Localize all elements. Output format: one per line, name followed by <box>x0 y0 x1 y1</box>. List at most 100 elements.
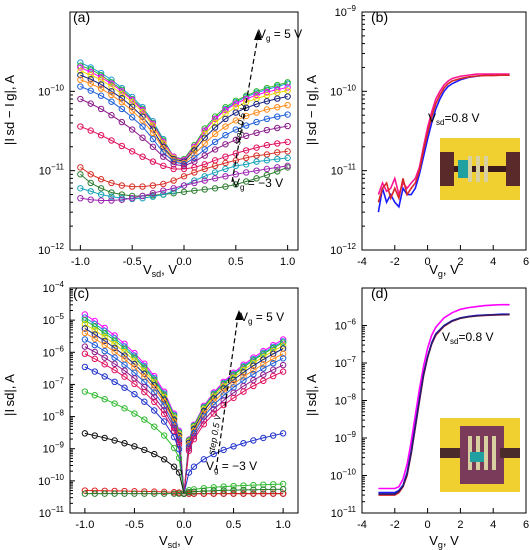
a-series-9-point <box>180 173 188 180</box>
c-series-8-point <box>160 410 168 418</box>
a-series-4-point <box>253 100 260 108</box>
c-series-13-point <box>151 490 158 497</box>
c-series-13-point <box>240 486 247 494</box>
panel-a-step-arrow <box>231 35 259 183</box>
a-series-11-point <box>97 191 105 198</box>
x-tick-label: -4 <box>357 519 367 531</box>
x-tick-label: -0.5 <box>125 519 144 531</box>
a-series-8-point <box>77 123 84 130</box>
a-series-8-point <box>263 141 271 149</box>
c-series-5-point <box>230 380 237 388</box>
panel-d-xlabel: Vg, V <box>429 533 459 550</box>
x-tick-label: -2 <box>390 256 400 268</box>
a-series-5-point <box>263 106 271 113</box>
a-series-8-point <box>118 142 126 150</box>
c-series-11-point <box>175 469 183 476</box>
a-series-9-point <box>211 162 219 170</box>
a-series-8-point <box>170 165 177 173</box>
c-series-13-point <box>121 490 128 497</box>
c-series-11-point <box>81 430 89 437</box>
c-series-2-point <box>121 345 128 352</box>
a-series-12-point <box>253 167 260 174</box>
a-series-10-point <box>87 179 94 187</box>
panel-d: -4 -2 0 2 4 6 10−11 10−10 10−9 10−8 10−7 10−6 (d) |… <box>304 285 529 550</box>
c-series-9-point <box>250 437 257 444</box>
c-series-0-point <box>279 336 287 343</box>
a-series-9-point <box>87 171 94 178</box>
c-series-12-point <box>240 490 247 497</box>
c-series-11-point <box>91 432 98 439</box>
a-series-1-point <box>274 81 281 89</box>
c-series-8-point <box>81 350 89 357</box>
y-tick-label: 10−9 <box>335 4 357 19</box>
a-series-10-point <box>253 175 260 182</box>
a-series-4-point <box>263 98 271 105</box>
panel-d-ylabel: |I sd|, A <box>304 374 319 416</box>
c-series-6-point <box>91 341 98 349</box>
a-series-10-point <box>274 168 281 175</box>
a-series-12-point <box>170 185 177 192</box>
c-series-9-point <box>141 398 148 405</box>
x-tick-label: 1.0 <box>280 256 295 268</box>
a-series-11-point <box>108 193 115 200</box>
a-series-5-point <box>211 130 219 138</box>
c-series-3-point <box>121 348 128 356</box>
c-series-10-point <box>131 410 138 417</box>
a-series-7-point <box>232 136 240 143</box>
c-series-10-point <box>121 405 128 412</box>
c-series-4-point <box>240 369 247 376</box>
a-series-5-point <box>222 123 229 130</box>
c-series-4-point <box>121 352 128 359</box>
a-series-5-point <box>149 129 157 137</box>
y-tick-label: 10−8 <box>335 393 357 408</box>
c-series-9-point <box>81 363 89 371</box>
a-series-4-point <box>87 76 94 83</box>
panel-b-label: (b) <box>371 9 388 25</box>
c-series-2-point <box>111 337 118 344</box>
y-tick-label: 10−10 <box>38 473 64 488</box>
a-series-2-point <box>139 106 146 114</box>
a-series-8-point <box>87 127 94 134</box>
c-series-13-point <box>260 486 267 493</box>
a-series-7-point <box>201 152 208 159</box>
c-series-5-point <box>260 361 267 368</box>
c-series-2-point <box>101 329 108 337</box>
a-series-9-point <box>108 179 115 187</box>
a-series-12-point <box>149 189 157 197</box>
y-tick-label: 10−4 <box>43 280 65 295</box>
a-series-4-point <box>118 94 126 102</box>
c-series-13-point <box>111 490 118 497</box>
a-series-11-point <box>274 155 281 163</box>
a-series-3-point <box>191 145 198 152</box>
a-series-3-point <box>108 83 115 90</box>
c-series-8-point <box>190 435 198 443</box>
panel-d-label: (d) <box>371 285 388 301</box>
c-series-5-point <box>91 335 98 342</box>
c-series-10-point <box>81 388 89 395</box>
a-series-8-point <box>242 147 250 154</box>
panel-c-plot: -1.0 -0.5 0.0 0.5 1.0 10−11 10−10 10−9 10−8 10−7 1… <box>38 280 299 531</box>
c-series-7-point <box>81 343 89 350</box>
a-series-6-point <box>128 114 136 121</box>
c-series-9-point <box>121 384 128 391</box>
a-series-5-point <box>284 101 291 109</box>
a-series-2-point <box>284 84 291 91</box>
y-tick-label: 10−5 <box>43 312 65 327</box>
a-series-8-point <box>222 153 229 160</box>
a-series-12-point <box>160 187 167 194</box>
a-series-10-point <box>242 178 250 185</box>
c-series-5-point <box>101 341 108 349</box>
a-series-7-point <box>274 124 281 132</box>
panel-a-vg-bottom: Vg = −3 V <box>232 176 283 192</box>
a-series-8-point <box>128 148 136 155</box>
a-series-10-point <box>232 181 240 188</box>
a-series-12-point <box>211 175 219 182</box>
c-series-7-point <box>210 406 217 413</box>
a-series-6-point <box>201 146 208 153</box>
c-series-12-point <box>260 490 267 497</box>
c-series-9-point <box>185 469 193 476</box>
c-series-13-point <box>141 490 148 497</box>
y-tick-label: 10−10 <box>38 83 64 98</box>
c-series-8-point <box>240 388 247 395</box>
c-series-13-point <box>160 490 168 497</box>
